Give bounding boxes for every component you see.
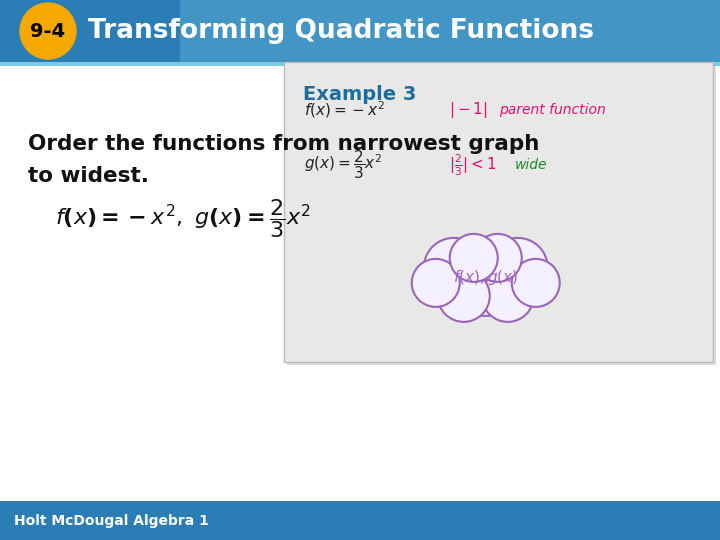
Text: 9-4: 9-4 bbox=[30, 22, 66, 40]
Circle shape bbox=[512, 259, 559, 307]
Circle shape bbox=[20, 3, 76, 59]
Circle shape bbox=[448, 240, 523, 316]
Text: $f(x) = -x^2$: $f(x) = -x^2$ bbox=[305, 100, 386, 120]
Bar bbox=[0, 66, 720, 501]
Bar bbox=[284, 62, 713, 362]
Text: Example 3: Example 3 bbox=[303, 85, 417, 104]
Text: parent function: parent function bbox=[500, 103, 606, 117]
Text: $|-1|$: $|-1|$ bbox=[449, 100, 488, 120]
Text: $f(x), g(x)$: $f(x), g(x)$ bbox=[453, 268, 518, 287]
Bar bbox=[0, 0, 720, 62]
Circle shape bbox=[438, 270, 490, 322]
Circle shape bbox=[487, 238, 548, 298]
Circle shape bbox=[412, 259, 460, 307]
Text: $|\frac{2}{3}|<1$: $|\frac{2}{3}|<1$ bbox=[449, 152, 498, 178]
Text: Order the functions from narrowest graph: Order the functions from narrowest graph bbox=[28, 134, 539, 154]
Bar bbox=[0, 62, 720, 66]
Text: to widest.: to widest. bbox=[28, 166, 149, 186]
Circle shape bbox=[474, 234, 522, 282]
Circle shape bbox=[424, 238, 484, 298]
Circle shape bbox=[450, 234, 498, 282]
Text: $g(x) = \dfrac{2}{3}x^2$: $g(x) = \dfrac{2}{3}x^2$ bbox=[305, 148, 383, 181]
Text: wide: wide bbox=[514, 158, 547, 172]
Circle shape bbox=[482, 270, 534, 322]
Text: Transforming Quadratic Functions: Transforming Quadratic Functions bbox=[88, 18, 594, 44]
Bar bbox=[180, 0, 720, 62]
Bar bbox=[0, 501, 720, 540]
Text: $\boldsymbol{\mathit{f}(\mathit{x}) = -\mathit{x}^2,\ \mathit{g}(\mathit{x}) = \: $\boldsymbol{\mathit{f}(\mathit{x}) = -\… bbox=[55, 197, 310, 240]
Bar bbox=[287, 65, 716, 365]
Text: Holt McDougal Algebra 1: Holt McDougal Algebra 1 bbox=[14, 514, 209, 528]
